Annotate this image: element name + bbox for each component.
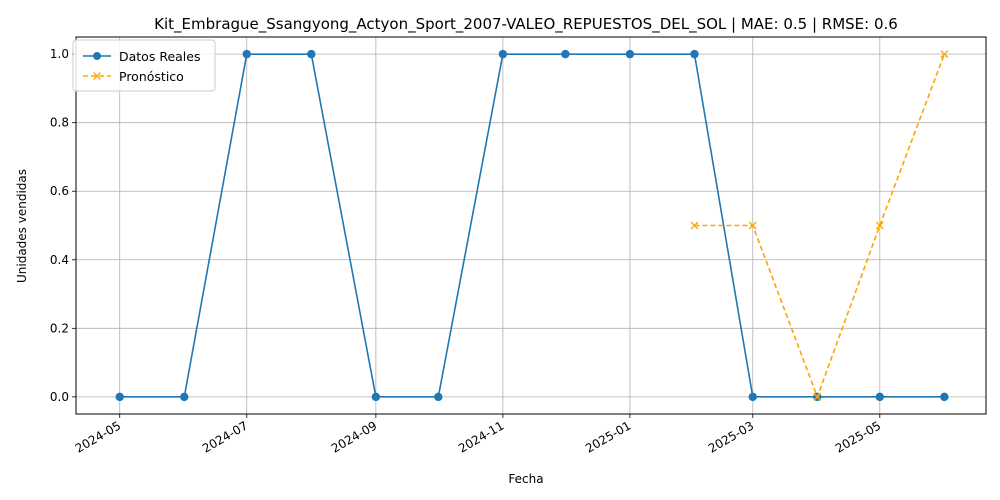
y-tick-label: 0.0: [50, 390, 69, 404]
data-point-datos-reales: [940, 392, 949, 402]
legend-marker-pronostico: [93, 72, 101, 80]
y-axis-label: Unidades vendidas: [15, 169, 29, 283]
data-point-pronostico: [940, 50, 949, 59]
data-point-pronostico: [690, 221, 699, 230]
y-tick-label: 0.2: [50, 321, 69, 335]
data-point-datos-reales: [307, 49, 316, 59]
data-point-pronostico: [813, 392, 822, 401]
legend-label-datos-reales: Datos Reales: [119, 49, 200, 64]
data-point-datos-reales: [625, 49, 635, 59]
data-point-datos-reales: [561, 49, 570, 59]
legend-label-pronostico: Pronóstico: [119, 69, 184, 84]
data-point-pronostico: [875, 221, 884, 230]
legend-box: [72, 39, 216, 92]
data-point-datos-reales: [498, 49, 508, 59]
y-tick-label: 0.4: [50, 253, 69, 267]
legend: Datos Reales Pronóstico: [72, 39, 216, 92]
data-point-datos-reales: [115, 392, 124, 402]
data-point-datos-reales: [875, 392, 884, 402]
chart-title: Kit_Embrague_Ssangyong_Actyon_Sport_2007…: [154, 15, 898, 34]
y-tick-label: 1.0: [50, 47, 69, 61]
data-point-datos-reales: [371, 392, 381, 402]
y-tick-label: 0.6: [50, 184, 69, 198]
plot-area-frame: [75, 36, 987, 415]
data-point-datos-reales: [690, 49, 699, 59]
grid: [76, 37, 986, 414]
data-point-datos-reales: [242, 49, 251, 59]
series-line-datos-reales: [119, 53, 945, 398]
series-layer: [115, 49, 949, 402]
data-point-datos-reales: [180, 392, 189, 402]
data-point-datos-reales: [434, 392, 443, 402]
y-tick-label: 0.8: [50, 116, 69, 130]
data-point-datos-reales: [748, 392, 757, 402]
data-point-pronostico: [748, 221, 757, 230]
legend-marker-datos-reales: [93, 52, 101, 60]
x-axis-label: Fecha: [508, 472, 543, 486]
y-axis: 0.0 0.2 0.4 0.6 0.8 1.0: [50, 47, 76, 404]
